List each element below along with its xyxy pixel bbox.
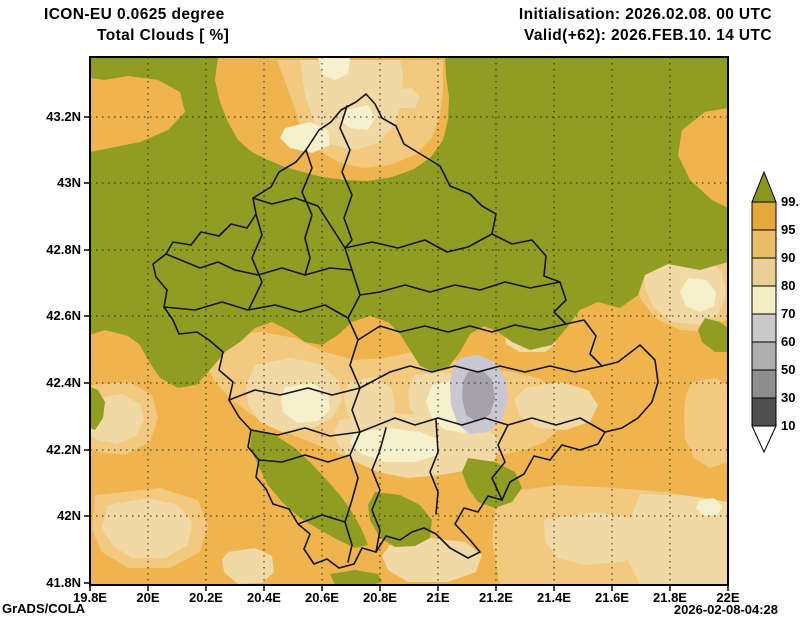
colorbar-label: 30	[781, 390, 795, 405]
colorbar-labels: 99.5 95 90 80 70 60 50 30 10	[781, 194, 800, 433]
y-tick-label: 43.2N	[46, 109, 81, 124]
cloud-region-80-90	[544, 512, 652, 565]
y-tick-label: 43N	[57, 175, 81, 190]
x-tick-label: 21.2E	[479, 590, 513, 605]
municipality-border	[429, 419, 439, 515]
colorbar-label: 80	[781, 278, 795, 293]
colorbar-segment	[751, 201, 777, 231]
contour-fill-layer	[90, 57, 728, 585]
grads-credit: GrADS/COLA	[2, 601, 86, 616]
colorbar-segment	[751, 369, 777, 399]
x-tick-label: 22E	[716, 590, 739, 605]
x-tick-label: 20.4E	[247, 590, 281, 605]
municipality-border	[258, 454, 351, 463]
grid-lines	[90, 57, 728, 585]
municipality-border	[359, 281, 561, 296]
municipality-border	[248, 213, 263, 310]
municipality-borders	[152, 93, 659, 569]
y-tick-label: 42.6N	[46, 308, 81, 323]
y-tick-label: 42N	[57, 508, 81, 523]
cloud-region-gt-99-5	[368, 492, 432, 547]
colorbar-segment	[751, 341, 777, 371]
municipality-border	[297, 514, 346, 525]
x-tick-label: 21.4E	[537, 590, 571, 605]
colorbar: 99.5 95 90 80 70 60 50 30 10	[751, 170, 800, 454]
cloud-region-80-90	[392, 88, 420, 108]
municipality-border	[491, 424, 509, 501]
cloud-region-80-90	[514, 382, 598, 430]
valid-time-label: Valid(+62): 2026.FEB.10. 14 UTC	[524, 27, 772, 44]
generated-timestamp: 2026-02-08-04:28	[674, 602, 778, 617]
cloud-regions-gt-99-5	[90, 57, 728, 585]
x-tick-label: 20E	[136, 590, 159, 605]
init-time-label: Initialisation: 2026.02.08. 00 UTC	[519, 6, 772, 23]
kosovo-outline	[152, 93, 659, 569]
cloud-region-80-90	[102, 498, 192, 558]
colorbar-label: 10	[781, 418, 795, 433]
colorbar-label: 90	[781, 250, 795, 265]
y-tick-label: 41.8N	[46, 575, 81, 590]
colorbar-label: 50	[781, 362, 795, 377]
cloud-region-gt-99-5	[90, 387, 105, 430]
plot-frame	[89, 56, 729, 586]
municipality-border	[359, 417, 606, 433]
x-axis-labels: 19.8E 20E 20.2E 20.4E 20.6E 20.8E 21E 21…	[73, 590, 740, 605]
municipality-border	[250, 427, 361, 437]
colorbar-label: 99.5	[781, 194, 800, 209]
colorbar-bottom-arrow	[751, 425, 777, 454]
y-tick-label: 42.8N	[46, 242, 81, 257]
cloud-region-gt-99-5	[698, 318, 728, 352]
cloud-region-80-90	[222, 548, 274, 584]
municipality-border	[359, 365, 603, 389]
municipality-border	[339, 105, 353, 249]
y-tick-label: 42.2N	[46, 442, 81, 457]
cloud-region-70-80	[280, 122, 330, 153]
cloud-region-70-80	[340, 105, 375, 130]
y-axis-labels: 43.2N 43N 42.8N 42.6N 42.4N 42.2N 42N 41…	[46, 109, 81, 590]
colorbar-top-arrow	[751, 170, 777, 203]
municipality-border	[163, 301, 349, 319]
x-tick-label: 20.2E	[189, 590, 223, 605]
colorbar-segment	[751, 229, 777, 259]
y-tick-label: 42.4N	[46, 375, 81, 390]
municipality-border	[371, 427, 387, 553]
municipality-border	[165, 247, 353, 276]
colorbar-label: 60	[781, 334, 795, 349]
cloud-region-gt-99-5	[250, 430, 368, 548]
cloud-region-90-95	[684, 378, 728, 468]
municipality-border	[228, 387, 361, 401]
x-tick-label: 21E	[426, 590, 449, 605]
x-tick-label: 20.6E	[305, 590, 339, 605]
cloud-region-70-80	[350, 428, 440, 462]
cloud-region-70-80	[318, 57, 350, 80]
x-tick-label: 19.8E	[73, 590, 107, 605]
x-tick-label: 20.8E	[363, 590, 397, 605]
model-title: ICON-EU 0.0625 degree	[44, 6, 225, 23]
cloud-region-70-80	[281, 383, 330, 423]
cloud-region-80-90	[382, 538, 482, 582]
municipality-border	[252, 197, 346, 249]
cloud-region-80-90	[628, 494, 728, 585]
cloud-region-gt-99-5	[554, 299, 576, 313]
cloud-region-gt-99-5	[462, 458, 522, 508]
municipality-border	[301, 149, 313, 276]
colorbar-segment	[751, 313, 777, 343]
municipality-border	[344, 269, 361, 563]
colorbar-segment	[751, 257, 777, 287]
colorbar-label: 70	[781, 306, 795, 321]
municipality-border	[344, 233, 493, 253]
cloud-region-70-80	[680, 278, 716, 312]
cloud-region-70-80	[696, 498, 722, 516]
variable-title: Total Clouds [ %]	[97, 27, 229, 44]
colorbar-segment	[751, 285, 777, 315]
x-tick-label: 21.8E	[653, 590, 687, 605]
cloud-region-gt-99-5	[330, 570, 382, 585]
x-tick-label: 21.6E	[595, 590, 629, 605]
colorbar-label: 95	[781, 222, 795, 237]
colorbar-segment	[751, 397, 777, 427]
municipality-border	[357, 323, 567, 341]
